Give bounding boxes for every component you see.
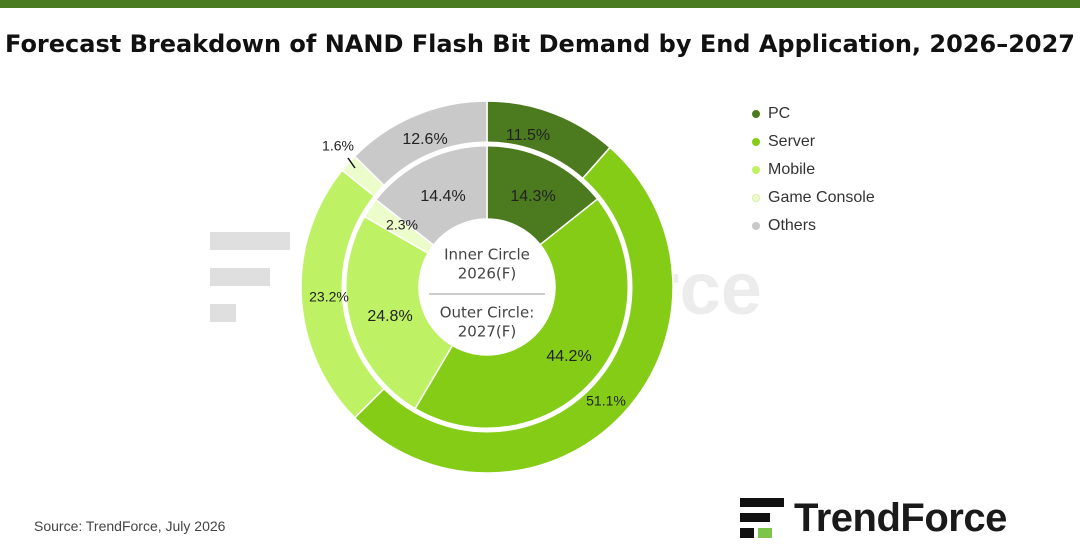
donut-center <box>419 219 555 355</box>
trendforce-logo-text: TrendForce <box>794 495 1007 540</box>
center-outer-line2: 2027(F) <box>458 323 517 341</box>
legend-label-server: Server <box>768 133 816 150</box>
legend-item-game-console: Game Console <box>752 184 875 212</box>
ring-separator <box>341 141 633 433</box>
legend-swatch-others <box>752 222 760 230</box>
inner-label-server: 44.2% <box>546 348 591 365</box>
trendforce-logo-icon <box>740 498 784 538</box>
legend-item-mobile: Mobile <box>752 156 875 184</box>
watermark-logo-mark <box>210 232 290 322</box>
legend-label-others: Others <box>768 217 817 234</box>
outer-label-pc: 11.5% <box>506 127 550 144</box>
legend-item-others: Others <box>752 212 875 240</box>
legend: PC Server Mobile Game Console Others <box>752 100 875 240</box>
legend-swatch-server <box>752 138 760 146</box>
trendforce-logo: TrendForce <box>738 490 1007 546</box>
center-inner-line2: 2026(F) <box>458 265 517 283</box>
legend-swatch-mobile <box>752 166 760 174</box>
center-outer-line1: Outer Circle: <box>440 304 535 322</box>
legend-label-pc: PC <box>768 105 791 122</box>
legend-label-mobile: Mobile <box>768 161 816 178</box>
legend-swatch-pc <box>752 110 760 118</box>
outer-label-game-console: 1.6% <box>322 138 354 154</box>
legend-swatch-game-console <box>752 194 760 202</box>
outer-label-others: 12.6% <box>402 131 447 148</box>
legend-item-server: Server <box>752 128 875 156</box>
outer-label-mobile: 23.2% <box>309 289 349 305</box>
leader-line-game-console <box>347 157 356 169</box>
legend-label-game-console: Game Console <box>768 189 875 206</box>
center-inner-line1: Inner Circle <box>444 246 530 264</box>
source-note: Source: TrendForce, July 2026 <box>34 518 226 534</box>
top-accent-bar <box>0 0 1080 8</box>
inner-label-game-console: 2.3% <box>386 217 418 233</box>
outer-label-server: 51.1% <box>586 393 626 409</box>
inner-label-others: 14.4% <box>420 188 465 205</box>
chart-title: Forecast Breakdown of NAND Flash Bit Dem… <box>5 30 1075 58</box>
legend-item-pc: PC <box>752 100 875 128</box>
inner-label-pc: 14.3% <box>510 188 555 205</box>
inner-label-mobile: 24.8% <box>367 308 412 325</box>
